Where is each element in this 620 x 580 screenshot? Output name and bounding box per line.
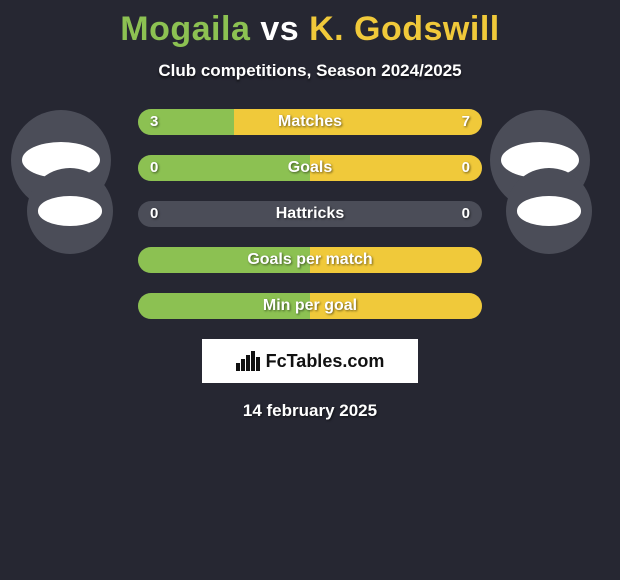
badge-oval — [517, 196, 581, 225]
badge-oval — [38, 196, 102, 225]
stat-bar: Min per goal — [138, 293, 482, 319]
stat-bar: Goals per match — [138, 247, 482, 273]
stat-bars: 37Matches 00Goals 00Hattricks Goals per mat… — [138, 109, 482, 319]
barchart-icon — [236, 351, 260, 371]
footer-date: 14 february 2025 — [0, 401, 620, 421]
player1-name: Mogaila — [120, 10, 250, 48]
subtitle: Club competitions, Season 2024/2025 — [0, 61, 620, 81]
comparison-title: Mogaila vs K. Godswill — [0, 0, 620, 49]
stat-bar: 00Goals — [138, 155, 482, 181]
brand-text: FcTables.com — [266, 351, 385, 372]
bar-label: Goals — [138, 155, 482, 181]
bar-label: Goals per match — [138, 247, 482, 273]
brand-logo: FcTables.com — [202, 339, 418, 383]
player1-nation-badge — [27, 168, 113, 254]
vs-text: vs — [260, 10, 299, 48]
stat-bar: 00Hattricks — [138, 201, 482, 227]
bar-label: Min per goal — [138, 293, 482, 319]
player2-nation-badge — [506, 168, 592, 254]
stat-bar: 37Matches — [138, 109, 482, 135]
bar-label: Hattricks — [138, 201, 482, 227]
bar-label: Matches — [138, 109, 482, 135]
player2-name: K. Godswill — [309, 10, 500, 48]
